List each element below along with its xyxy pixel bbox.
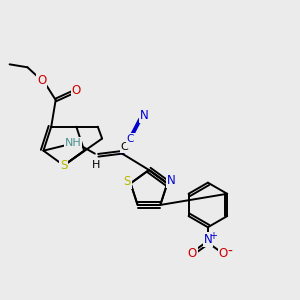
Text: O: O [72, 84, 81, 97]
Text: O: O [37, 74, 46, 87]
Text: N: N [140, 110, 149, 122]
Text: N: N [203, 233, 212, 246]
Text: S: S [123, 176, 131, 188]
Text: -: - [227, 244, 232, 259]
Text: C: C [127, 134, 134, 144]
Text: S: S [60, 159, 68, 172]
Text: +: + [209, 231, 217, 241]
Text: H: H [92, 160, 100, 170]
Text: O: O [188, 248, 197, 260]
Text: C: C [121, 142, 128, 152]
Text: N: N [167, 175, 175, 188]
Text: NH: NH [65, 138, 82, 148]
Text: O: O [219, 248, 228, 260]
